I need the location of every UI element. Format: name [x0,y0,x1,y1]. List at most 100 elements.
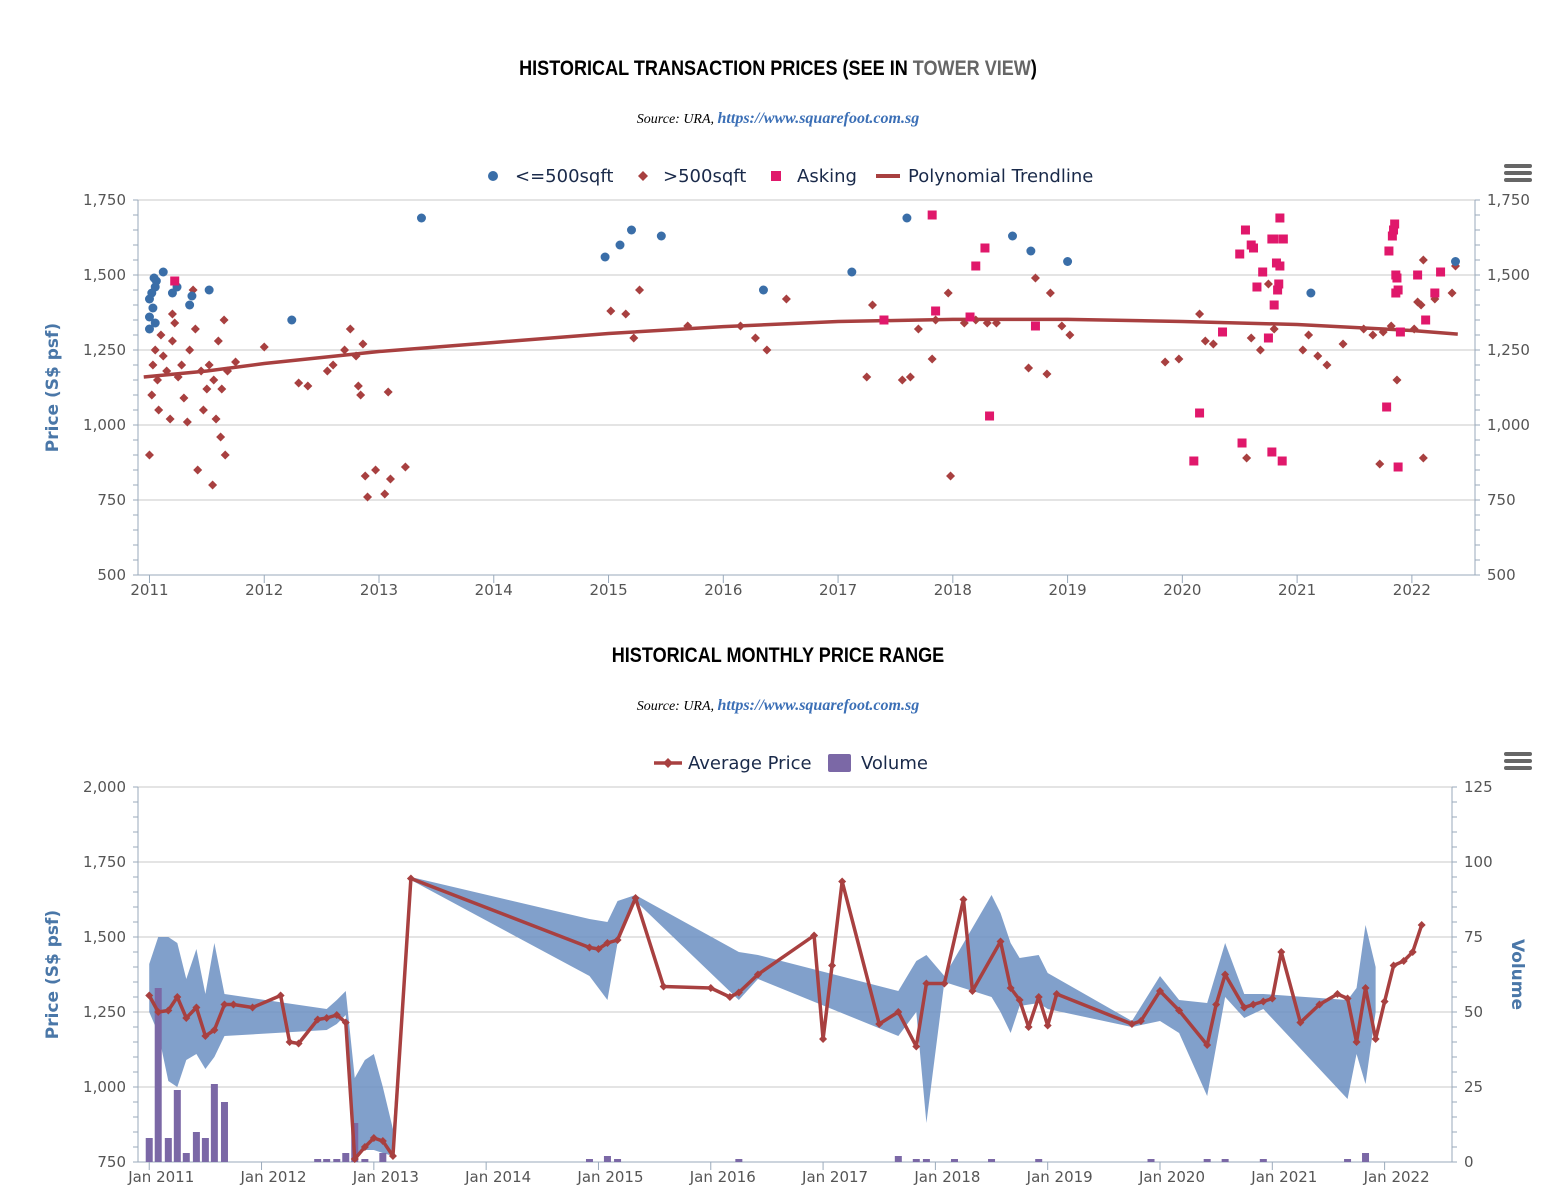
volume-bar [314,1159,322,1162]
point-large-unit [905,372,915,382]
average-price-point [1043,1021,1052,1030]
point-large-unit [360,471,370,481]
point-large-unit [1409,324,1419,334]
average-price-point [1006,984,1015,992]
average-price-point [1052,990,1061,998]
point-asking [1235,249,1245,259]
point-large-unit [400,462,410,472]
transaction-price-chart: 500 750 1,000 1,250 1,500 1,750 500 750 1,000 1,2… [43,164,1532,599]
y-right-tick-label: 50 [1464,1003,1483,1021]
y-tick-label: 1,000 [83,1078,126,1096]
point-large-unit [198,405,208,415]
menu-bar [1504,164,1532,168]
point-small-unit [144,324,154,334]
point-large-unit [208,480,218,490]
point-large-unit [190,324,200,334]
x-tick-label: Jan 2012 [239,1168,306,1186]
x-tick-label: 2011 [130,581,168,599]
y-right-tick-label: 25 [1464,1078,1483,1096]
point-large-unit [345,324,355,334]
average-price-point [360,1143,369,1151]
point-large-unit [153,375,163,385]
point-large-unit [1378,327,1388,337]
average-price-point [968,987,977,995]
y-right-tick-label: 1,000 [1487,416,1530,434]
point-asking [985,411,995,421]
y-right-tick-label: 100 [1464,853,1493,871]
point-large-unit [1375,459,1385,469]
point-small-unit [902,213,912,223]
chart1-menu-icon[interactable] [1504,164,1532,182]
point-asking [879,315,889,325]
average-price-point [406,874,415,883]
y-right-tick-label: 750 [1487,491,1516,509]
x-tick-label: 2013 [360,581,398,599]
point-large-unit [1418,453,1428,463]
average-price-point [1249,1000,1258,1009]
average-price-point [173,993,182,1001]
point-small-unit [1026,246,1036,256]
average-price-point [594,945,603,953]
point-asking [1267,447,1277,457]
average-price-point [1389,961,1398,970]
point-asking [1258,267,1268,277]
point-large-unit [167,309,177,319]
point-asking [931,306,941,316]
volume-bar [333,1159,341,1162]
chart2-menu-icon[interactable] [1504,752,1532,770]
point-large-unit [1392,375,1402,385]
point-small-unit [204,285,214,295]
point-large-unit [193,465,203,475]
volume-bar [323,1159,331,1162]
average-price-line [147,876,1424,1161]
point-large-unit [213,336,223,346]
average-price-point [1034,993,1043,1001]
point-asking [1277,456,1287,466]
average-price-point [1399,957,1408,965]
average-price-point [1203,1041,1212,1049]
point-large-unit [781,294,791,304]
volume-bar [192,1132,200,1162]
point-small-unit [626,225,636,235]
chart2-source-link[interactable]: https://www.squarefoot.com.sg [717,697,920,714]
volume-bar [1259,1159,1267,1162]
x-tick-label: 2018 [934,581,972,599]
volume-bar [922,1159,930,1162]
point-large-unit [353,381,363,391]
point-large-unit [322,366,332,376]
tower-view-link[interactable]: TOWER VIEW [912,57,1031,80]
y-axis-title: Price (S$ psf) [43,910,63,1039]
average-price-point [210,1026,219,1034]
point-large-unit [150,345,160,355]
average-price-point [838,877,847,886]
point-large-unit [340,345,350,355]
point-large-unit [1304,330,1314,340]
point-asking [1387,231,1397,241]
point-small-unit [847,267,857,277]
y-tick-label: 750 [97,1153,126,1171]
point-small-unit [150,318,160,328]
point-large-unit [1368,330,1378,340]
legend-small-marker [488,171,498,181]
point-asking [1275,261,1285,271]
average-price-point [613,936,622,944]
point-large-unit [165,414,175,424]
volume-bar [210,1084,218,1162]
point-large-unit [982,318,992,328]
average-price-point [1127,1020,1136,1028]
point-small-unit [1306,288,1316,298]
point-large-unit [380,489,390,499]
average-price-point [276,991,285,1000]
point-large-unit [943,288,953,298]
point-small-unit [615,240,625,250]
point-large-unit [635,285,645,295]
x-tick-label: Jan 2019 [1026,1168,1093,1186]
point-large-unit [385,474,395,484]
point-asking [1269,234,1279,244]
y-tick-label: 1,500 [83,266,126,284]
point-large-unit [1338,339,1348,349]
average-price-point [1024,1023,1033,1031]
y-right-tick-label: 1,250 [1487,341,1530,359]
point-small-unit [151,276,161,286]
chart1-source-link[interactable]: https://www.squarefoot.com.sg [717,110,920,127]
